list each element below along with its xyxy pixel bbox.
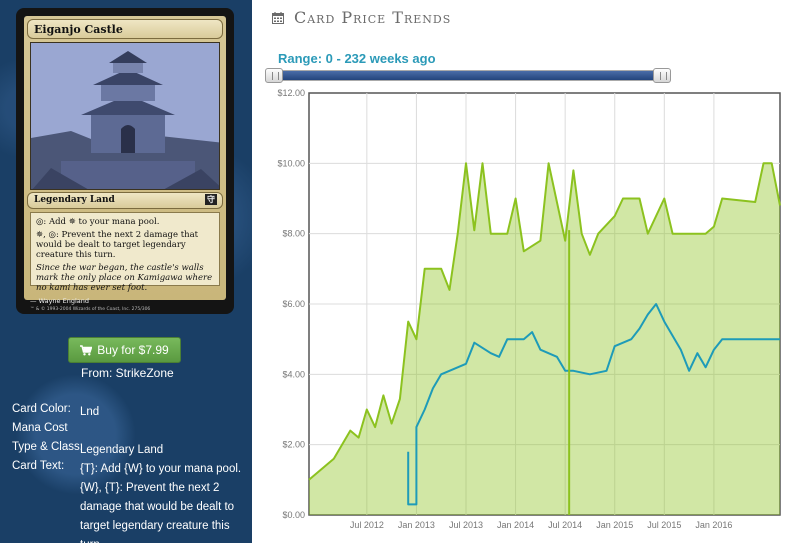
detail-label: Card Text: <box>12 460 65 472</box>
detail-label: Card Color: <box>12 403 71 415</box>
series-line <box>407 303 780 506</box>
x-tick-label: Jul 2012 <box>350 520 384 530</box>
y-tick-label: $2.00 <box>282 440 305 450</box>
detail-label: Mana Cost <box>12 422 68 434</box>
detail-value: Lnd <box>80 406 100 418</box>
buy-button-label: Buy for $7.99 <box>97 343 169 357</box>
section-title: Card Price Trends <box>294 8 452 27</box>
card-rule-2: ✵, ◎: Prevent the next 2 damage that wou… <box>36 230 199 260</box>
card-frame: Eiganjo Castle Legend <box>24 16 226 300</box>
card-rule-1: ◎: Add ✵ to your mana pool. <box>36 217 160 227</box>
card-image: Eiganjo Castle Legend <box>16 8 234 314</box>
slider-handle-end[interactable] <box>653 68 671 83</box>
card-artist: — Wayne England <box>30 297 89 305</box>
slider-range <box>276 71 657 80</box>
x-tick-label: Jan 2013 <box>398 520 435 530</box>
detail-row: Card Text: {T}: Add {W} to your mana poo… <box>12 460 252 543</box>
card-info-panel: Eiganjo Castle Legend <box>0 0 252 543</box>
card-copyright: ™ & © 1993-2004 Wizards of the Coast, In… <box>30 307 151 312</box>
price-chart: $0.00 $2.00 $4.00 $6.00 $8.00 $10.00 $12.00 Jul… <box>272 88 787 543</box>
section-heading: Card Price Trends <box>272 8 451 27</box>
x-tick-label: Jan 2014 <box>497 520 534 530</box>
detail-label: Type & Class: <box>12 441 83 453</box>
slider-handle-start[interactable] <box>265 68 283 83</box>
card-artist-name: Wayne England <box>38 297 89 305</box>
y-tick-label: $4.00 <box>282 369 305 379</box>
calendar-icon <box>272 11 284 24</box>
buy-button[interactable]: Buy for $7.99 <box>68 337 181 363</box>
detail-row: Card Color: Lnd <box>12 403 252 422</box>
range-label: Range: 0 - 232 weeks ago <box>278 51 436 66</box>
x-tick-label: Jul 2013 <box>449 520 483 530</box>
detail-row: Mana Cost <box>12 422 252 441</box>
set-symbol-icon: 守 <box>205 194 217 205</box>
card-text-box: ◎: Add ✵ to your mana pool. ✵, ◎: Preven… <box>30 212 220 293</box>
x-tick-label: Jan 2016 <box>695 520 732 530</box>
price-chart-svg: $0.00 $2.00 $4.00 $6.00 $8.00 $10.00 $12.00 Jul… <box>277 88 781 530</box>
y-tick-label: $6.00 <box>282 299 305 309</box>
card-type-line: Legendary Land 守 <box>27 192 223 209</box>
detail-value: Legendary Land <box>80 444 164 456</box>
series-line <box>308 162 781 481</box>
range-slider[interactable] <box>265 68 671 83</box>
y-tick-label: $8.00 <box>282 229 305 239</box>
y-tick-label: $0.00 <box>282 510 305 520</box>
card-flavor-text: Since the war began, the castle's walls … <box>36 263 213 293</box>
card-name: Eiganjo Castle <box>27 19 223 39</box>
card-details: Card Color: Lnd Mana Cost Type & Class: … <box>12 403 252 543</box>
seller-name: From: StrikeZone <box>81 366 174 380</box>
x-tick-label: Jan 2015 <box>596 520 633 530</box>
x-tick-label: Jul 2015 <box>647 520 681 530</box>
detail-row: Type & Class: Legendary Land <box>12 441 252 460</box>
card-type-text: Legendary Land <box>34 195 115 205</box>
series-area <box>309 163 780 516</box>
x-tick-label: Jul 2014 <box>548 520 582 530</box>
cart-icon <box>80 344 93 355</box>
y-tick-label: $12.00 <box>277 88 305 98</box>
y-tick-label: $10.00 <box>277 158 305 168</box>
card-text-value: {T}: Add {W} to your mana pool. {W}, {T}… <box>80 463 242 543</box>
card-art <box>30 42 220 190</box>
